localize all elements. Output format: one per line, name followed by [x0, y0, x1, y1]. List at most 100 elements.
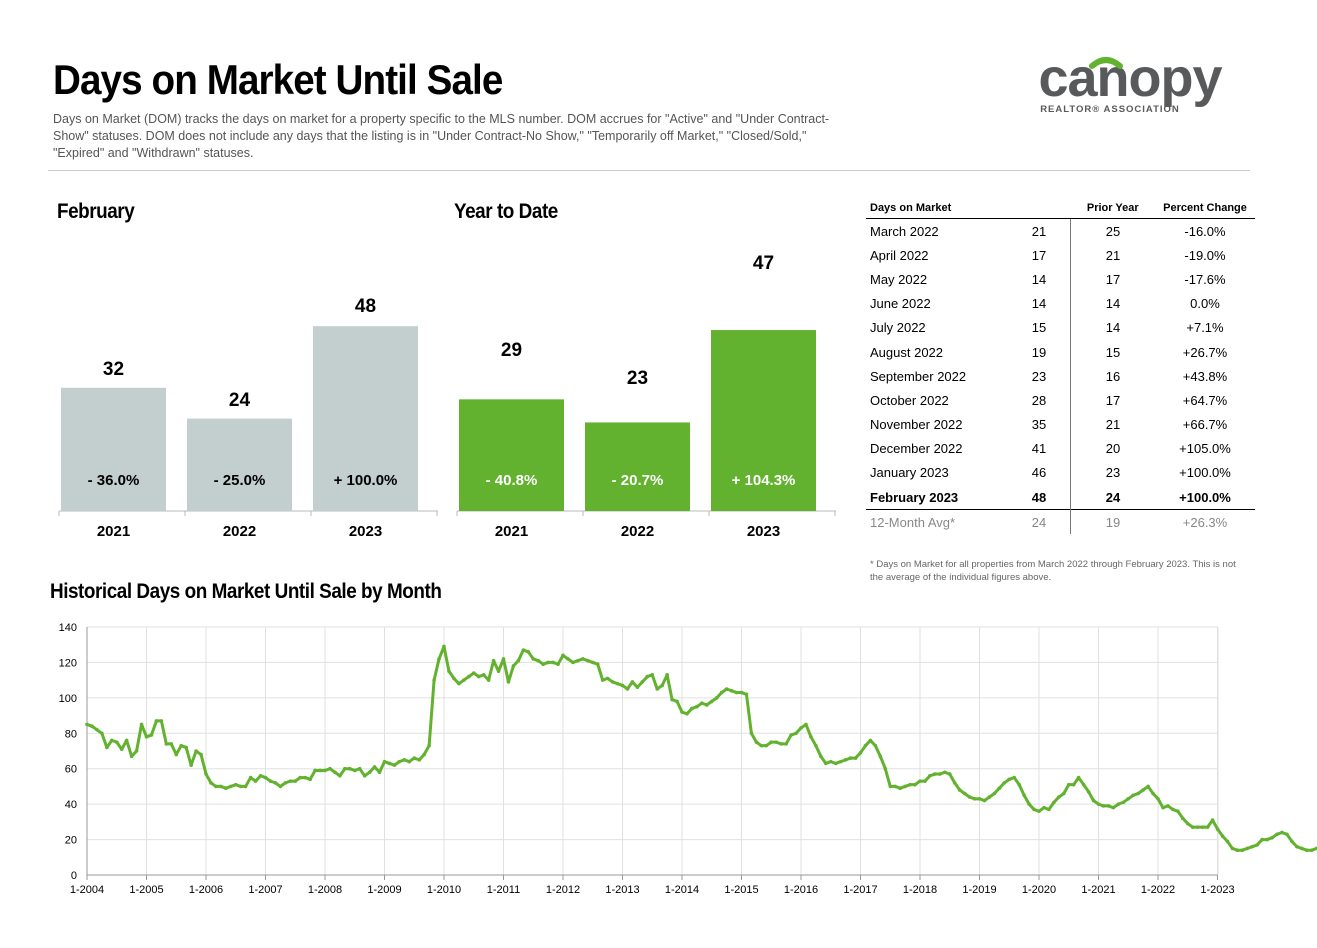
data-point [258, 774, 263, 778]
table-header-row: Days on Market Prior Year Percent Change [866, 198, 1255, 219]
data-point [685, 712, 689, 716]
data-point [823, 761, 828, 766]
table-cell-change: +64.7% [1182, 392, 1228, 408]
data-point [248, 775, 253, 780]
table-cell-month: August 2022 [870, 344, 944, 360]
data-point [1205, 825, 1210, 829]
data-point [119, 747, 124, 752]
page-title: Days on Market Until Sale [53, 56, 503, 103]
table-cell-change: -17.6% [1184, 271, 1226, 287]
february-bars [61, 326, 418, 511]
data-point [670, 697, 674, 702]
data-point [704, 703, 709, 707]
data-point [819, 754, 823, 759]
y-tick-label: 100 [59, 693, 77, 705]
data-point [1180, 816, 1185, 821]
data-point [338, 774, 342, 778]
table-cell-month: February 2023 [870, 489, 959, 505]
data-point [199, 752, 203, 757]
x-tick-label: 1-2007 [248, 884, 282, 896]
ytd-change-2023: + 104.3% [731, 472, 796, 489]
data-point [129, 754, 134, 759]
data-point [427, 743, 431, 748]
data-point [496, 669, 501, 674]
data-point [898, 786, 902, 790]
february-year-2021: 2021 [96, 523, 131, 540]
data-point [908, 782, 912, 787]
data-point [516, 658, 521, 663]
data-point [650, 673, 655, 677]
data-point [918, 779, 922, 783]
table-cell-prior: 17 [1070, 267, 1155, 292]
data-point [952, 781, 957, 785]
data-point [253, 779, 258, 783]
ytd-value-2022: 23 [626, 368, 649, 389]
data-point [1091, 798, 1096, 803]
february-year-2022: 2022 [222, 523, 257, 540]
data-point [992, 791, 997, 796]
data-point [600, 678, 605, 682]
data-point [511, 664, 516, 668]
data-point [566, 657, 570, 661]
data-point [1027, 802, 1031, 806]
data-point [957, 788, 962, 792]
data-point [233, 782, 238, 787]
data-point [1185, 821, 1190, 826]
table-cell-current: 41 [1031, 441, 1047, 457]
table-cell-current: 21 [1031, 223, 1047, 239]
table-cell-change: +26.3% [1155, 509, 1255, 535]
data-point [1042, 805, 1046, 810]
ytd-year-2023: 2023 [746, 523, 781, 540]
x-tick-label: 1-2013 [605, 884, 639, 896]
data-point [194, 749, 198, 753]
days-on-market-table: Days on Market Prior Year Percent Change… [866, 198, 1255, 535]
table-row: October 2022 28 17 +64.7% [866, 388, 1255, 413]
table-average-row: 12-Month Avg* 24 19 +26.3% [866, 509, 1255, 535]
data-point [942, 770, 947, 775]
data-point [1057, 795, 1061, 799]
data-point [571, 660, 575, 665]
data-point [462, 678, 466, 682]
february-change-2022: - 25.0% [213, 472, 266, 489]
data-point [754, 740, 759, 744]
data-point [769, 740, 774, 744]
x-tick-label: 1-2018 [903, 884, 937, 896]
data-point [407, 759, 412, 764]
data-point [397, 759, 402, 764]
february-change-2023: + 100.0% [333, 472, 398, 489]
data-point [615, 681, 620, 686]
data-point [114, 740, 119, 744]
data-point [843, 758, 848, 762]
data-point [1047, 807, 1051, 812]
data-point [605, 676, 610, 681]
table-header-change: Percent Change [1155, 198, 1255, 219]
data-point [491, 658, 496, 663]
table-cell-prior: 17 [1070, 388, 1155, 413]
data-point [278, 784, 283, 789]
data-point [561, 653, 565, 658]
x-tick-label: 1-2008 [308, 884, 342, 896]
data-point [159, 719, 164, 723]
data-point [1210, 818, 1215, 822]
data-point [1017, 782, 1021, 787]
february-change-2021: - 36.0% [87, 472, 140, 489]
data-point [620, 683, 625, 688]
data-point [1141, 788, 1145, 792]
data-point [923, 779, 927, 783]
table-cell-change: +66.7% [1182, 417, 1228, 433]
data-point [377, 770, 382, 775]
data-point [174, 752, 179, 757]
y-tick-label: 60 [65, 764, 77, 776]
data-point [1295, 844, 1299, 849]
table-cell-prior: 15 [1070, 339, 1155, 365]
data-point [323, 768, 327, 773]
data-point [868, 738, 873, 743]
data-point [883, 766, 888, 771]
data-point [1235, 848, 1240, 852]
february-value-2022: 24 [228, 390, 251, 411]
data-point [853, 756, 858, 760]
february-bar-2021 [61, 387, 166, 511]
data-point [581, 657, 585, 661]
data-point [1220, 834, 1225, 838]
data-point [1022, 793, 1026, 798]
